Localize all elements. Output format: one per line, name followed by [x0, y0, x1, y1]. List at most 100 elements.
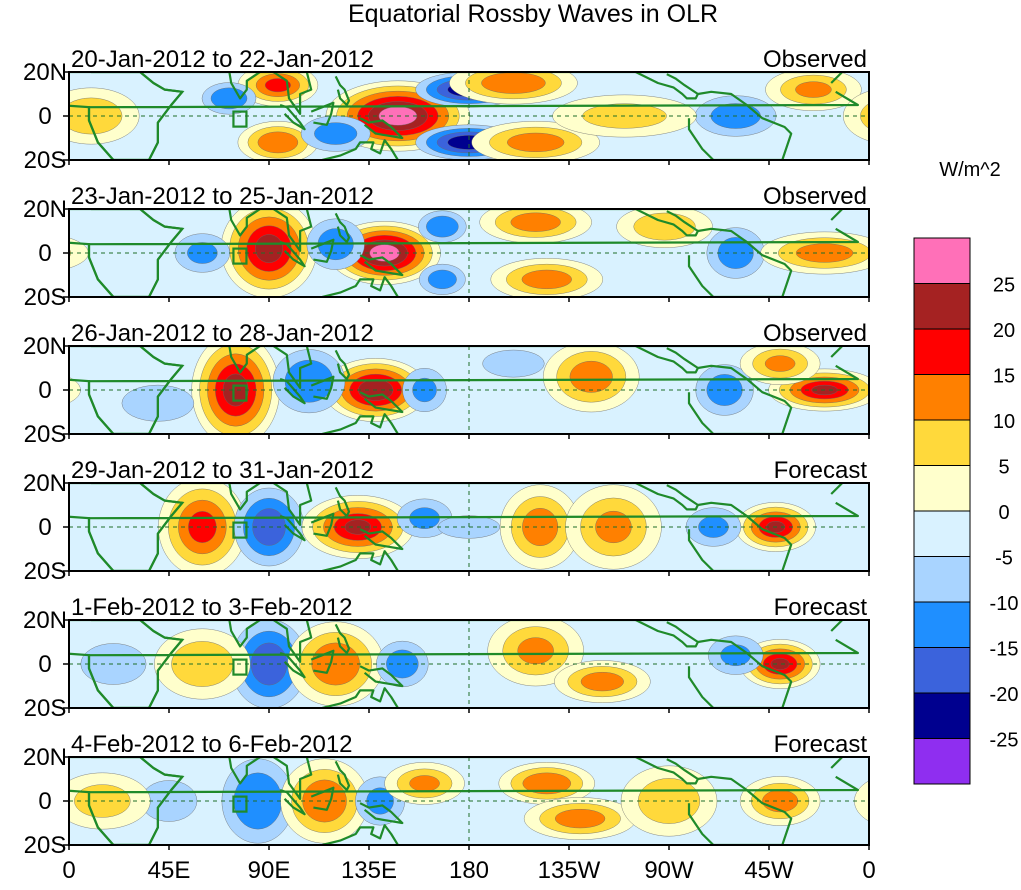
coastline	[220, 483, 261, 511]
contour-blob	[795, 81, 832, 98]
contour-blob	[0, 639, 20, 688]
contour-blob	[0, 349, 8, 378]
coastline	[220, 620, 261, 648]
coastline	[334, 75, 351, 107]
contour-blob	[1011, 88, 1021, 109]
panel-date-label: 1-Feb-2012 to 3-Feb-2012	[71, 594, 353, 621]
contour-blob	[69, 248, 71, 258]
map-panel: 1-Feb-2012 to 3-Feb-2012 Forecast 20N 0 20S	[0, 594, 870, 722]
contour-blob	[521, 269, 572, 289]
panel-date-label: 4-Feb-2012 to 6-Feb-2012	[71, 731, 353, 758]
colorbar: W/m^2 25 20 15 10 5 0 -5 -10 -15 -20 -25	[913, 159, 1019, 785]
contour-blob	[843, 90, 869, 142]
contour-blob	[507, 132, 565, 152]
region-box	[232, 110, 248, 128]
coastline	[272, 483, 313, 526]
map-panel: 4-Feb-2012 to 6-Feb-2012 Forecast 20N 0 20S	[0, 731, 870, 859]
coastline	[635, 483, 700, 511]
colorbar-tick-label: 0	[998, 502, 1009, 524]
colorbar-swatch	[913, 237, 971, 284]
colorbar-tick-label: -10	[990, 593, 1019, 615]
coastline	[69, 620, 185, 708]
y-tick-label: 0	[38, 651, 51, 678]
coastline	[310, 512, 335, 537]
contour-blob	[1002, 83, 1021, 115]
contour-blob	[255, 234, 283, 263]
coastline	[272, 209, 313, 252]
contour-field	[0, 620, 869, 708]
colorbar-swatch	[913, 419, 971, 466]
y-tick-label: 0	[38, 788, 51, 815]
coastline	[359, 802, 404, 825]
contour-blob	[0, 342, 20, 384]
colorbar-tick-label: 20	[993, 320, 1015, 342]
map-panel: 20-Jan-2012 to 22-Jan-2012 Observed 20N 0 20…	[23, 46, 1021, 174]
coastline	[69, 483, 185, 571]
contour-blob	[987, 242, 1017, 263]
panel-date-label: 26-Jan-2012 to 28-Jan-2012	[71, 320, 374, 347]
x-tick-label: 0	[862, 857, 875, 884]
contour-blob	[264, 78, 291, 93]
map-panel: 26-Jan-2012 to 28-Jan-2012 Observed 20N 0 20…	[0, 320, 870, 448]
coastline	[272, 757, 313, 800]
colorbar-swatch	[913, 692, 971, 739]
coastline	[279, 514, 306, 542]
region-box	[232, 658, 248, 676]
contour-blob	[409, 775, 440, 792]
coastline	[279, 788, 306, 816]
colorbar-swatch	[913, 738, 971, 785]
contour-blob	[720, 644, 751, 666]
contour-blob	[426, 215, 459, 238]
contour-blob	[0, 507, 8, 547]
colorbar-swatch	[913, 556, 971, 603]
contour-blob	[510, 212, 561, 232]
coastline	[69, 209, 185, 297]
colorbar-tick-label: -25	[990, 730, 1019, 752]
contour-field	[0, 342, 869, 434]
coastline	[687, 227, 793, 297]
contour-field	[69, 209, 1017, 297]
coastline	[635, 757, 700, 785]
coastline	[687, 638, 793, 708]
colorbar-swatch	[913, 601, 971, 648]
chart-title: Equatorial Rossby Waves in OLR	[348, 0, 718, 28]
panel-kind-label: Forecast	[774, 457, 868, 484]
contour-field	[69, 72, 1021, 160]
colorbar-tick-label: 5	[998, 457, 1009, 479]
map-panel: 23-Jan-2012 to 25-Jan-2012 Observed 20N 0 20…	[23, 183, 1017, 311]
contour-blob	[481, 72, 546, 94]
coastline	[322, 550, 399, 571]
contour-blob	[0, 649, 5, 679]
coastline	[687, 90, 793, 160]
y-tick-label: 20N	[23, 470, 67, 497]
panel-date-label: 23-Jan-2012 to 25-Jan-2012	[71, 183, 374, 210]
y-tick-label: 20S	[24, 421, 67, 448]
colorbar-swatch	[913, 465, 971, 512]
contour-field	[0, 483, 869, 571]
coastline	[635, 620, 700, 648]
colorbar-tick-label: -5	[995, 548, 1013, 570]
coastline	[69, 72, 185, 160]
y-tick-label: 0	[38, 103, 51, 130]
contour-blob	[517, 637, 554, 665]
coastline	[310, 649, 335, 674]
x-axis: 0 45E 90E 135E 180 135W 90W 45W 0	[62, 857, 875, 884]
x-tick-label: 0	[62, 857, 75, 884]
x-tick-label: 90E	[248, 857, 291, 884]
contour-blob	[569, 360, 613, 393]
colorbar-swatch	[913, 283, 971, 330]
y-tick-label: 20N	[23, 333, 67, 360]
x-tick-label: 45E	[148, 857, 191, 884]
coastline	[334, 349, 351, 381]
coastline	[359, 665, 404, 688]
contour-blob	[0, 783, 9, 819]
coastline	[310, 786, 335, 811]
panel-kind-label: Observed	[763, 320, 867, 347]
coastline	[322, 413, 399, 434]
contour-blob	[386, 649, 419, 679]
contour-blob	[0, 502, 16, 551]
contour-blob	[427, 269, 457, 289]
x-tick-label: 45W	[744, 857, 794, 884]
map-panels: 20-Jan-2012 to 22-Jan-2012 Observed 20N 0 20…	[0, 46, 1021, 859]
